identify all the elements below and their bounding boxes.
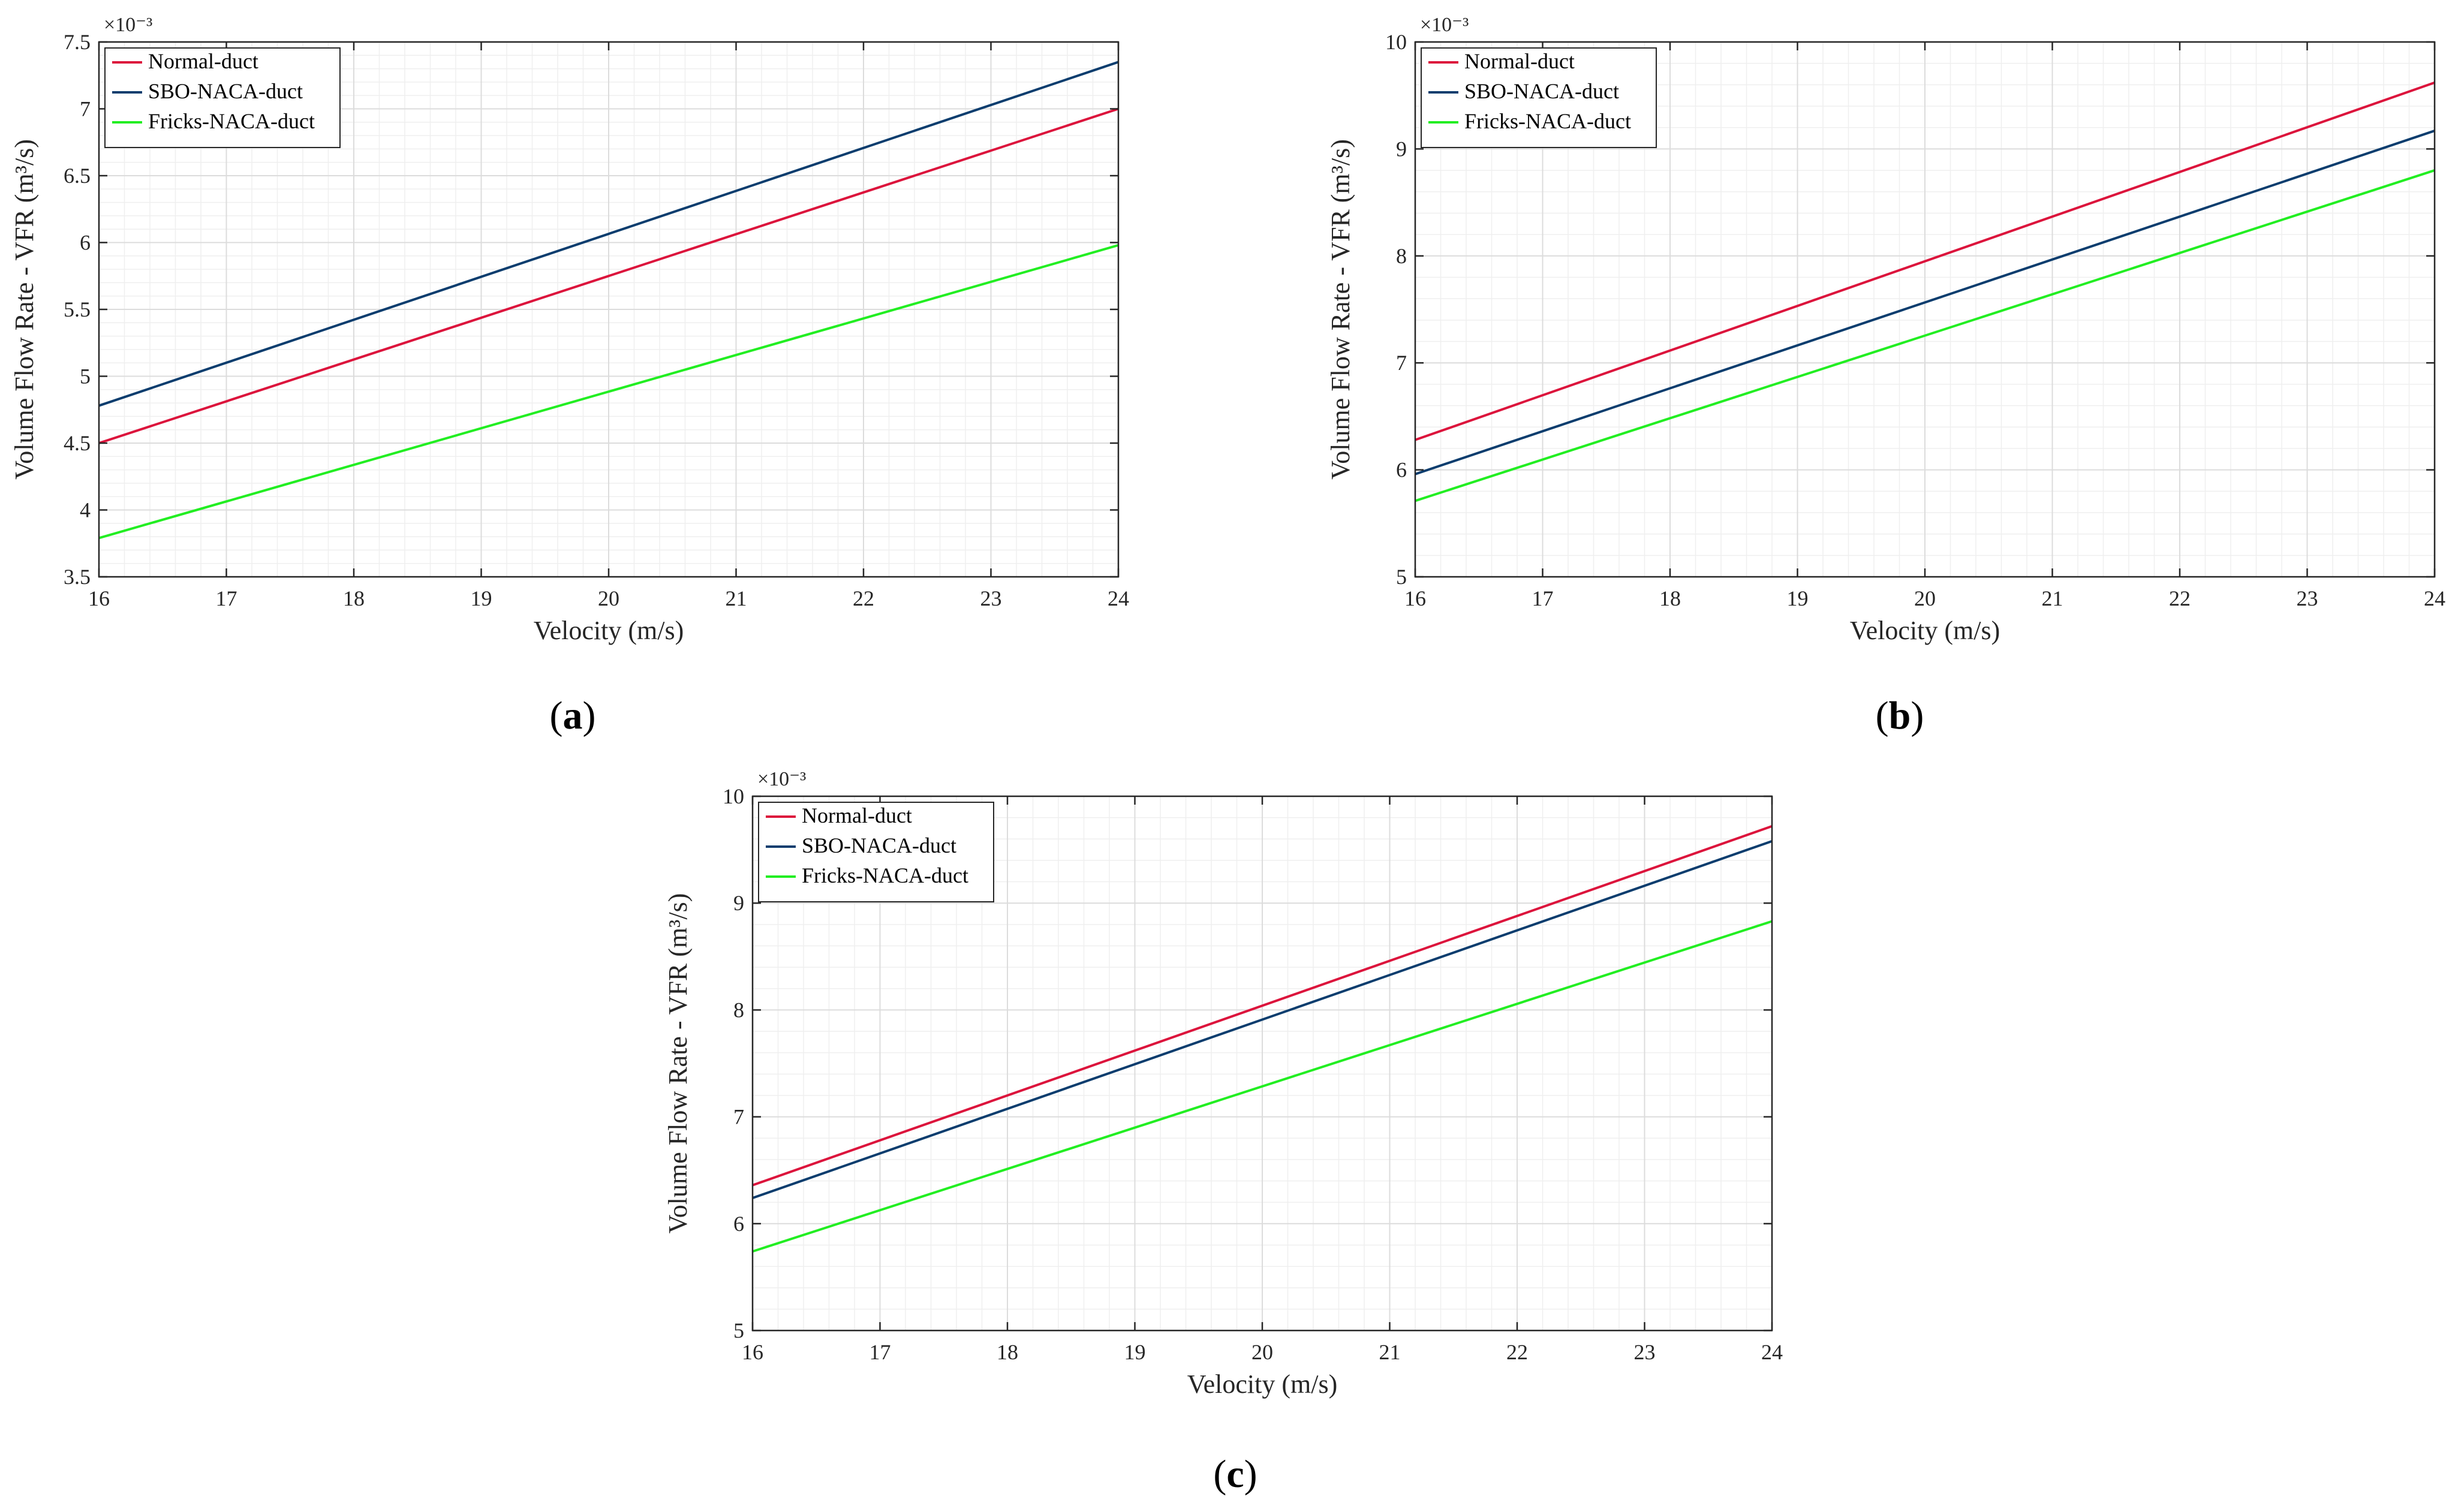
series-line-sbo-naca-duct — [1415, 130, 2435, 475]
y-tick-label: 6 — [733, 1212, 744, 1236]
x-tick-label: 20 — [1251, 1340, 1273, 1364]
x-tick-label: 22 — [853, 586, 874, 610]
y-tick-label: 3.5 — [64, 565, 91, 589]
legend-entry: Normal-duct — [1464, 49, 1575, 73]
x-tick-label: 16 — [88, 586, 110, 610]
x-tick-label: 21 — [1379, 1340, 1401, 1364]
x-tick-label: 16 — [1404, 586, 1426, 610]
y-tick-label: 4.5 — [64, 431, 91, 455]
y-tick-label: 5 — [1396, 565, 1407, 589]
y-tick-label: 4 — [80, 498, 91, 522]
x-tick-label: 22 — [1506, 1340, 1528, 1364]
legend-box — [758, 802, 994, 902]
series-line-fricks-naca-duct — [1415, 169, 2435, 502]
y-axis-label: Volume Flow Rate - VFR (m³/s) — [10, 139, 39, 480]
series-line-fricks-naca-duct — [98, 244, 1119, 540]
x-axis-label: Velocity (m/s) — [534, 616, 684, 645]
x-tick-label: 23 — [980, 586, 1002, 610]
x-tick-label: 19 — [1787, 586, 1809, 610]
x-tick-label: 21 — [2042, 586, 2063, 610]
y-multiplier: ×10⁻³ — [1420, 14, 1469, 36]
y-tick-label: 9 — [1396, 137, 1407, 161]
legend-entry: SBO-NACA-duct — [148, 79, 303, 103]
y-multiplier: ×10⁻³ — [104, 14, 152, 36]
y-axis-label: Volume Flow Rate - VFR (m³/s) — [663, 893, 693, 1234]
legend-entry: Normal-duct — [802, 803, 912, 827]
y-tick-label: 7 — [733, 1105, 744, 1129]
x-tick-label: 20 — [1914, 586, 1936, 610]
panel-b: 16 17 18 19 20 21 22 23 24 5 6 7 8 9 10 ×10⁻³ Velocity (… — [1326, 14, 2445, 738]
x-tick-label: 19 — [1124, 1340, 1146, 1364]
legend-box — [104, 47, 341, 148]
y-tick-label: 5 — [733, 1319, 744, 1343]
y-tick-label: 7 — [1396, 351, 1407, 375]
x-tick-label: 16 — [742, 1340, 763, 1364]
y-tick-label: 8 — [1396, 244, 1407, 268]
legend-entry: Fricks-NACA-duct — [802, 863, 968, 887]
y-tick-label: 8 — [733, 998, 744, 1022]
panel-caption: (c) — [1213, 1452, 1257, 1496]
y-tick-label: 5.5 — [64, 297, 91, 321]
y-tick-label: 10 — [1385, 30, 1407, 54]
x-tick-label: 17 — [216, 586, 237, 610]
panel-caption: (b) — [1876, 694, 1924, 738]
x-axis-label: Velocity (m/s) — [1187, 1369, 1338, 1399]
y-axis-label: Volume Flow Rate - VFR (m³/s) — [1326, 139, 1355, 480]
x-tick-label: 24 — [2424, 586, 2445, 610]
series-line-normal-duct — [1415, 81, 2435, 441]
legend-entry: Normal-duct — [148, 49, 258, 73]
x-tick-label: 17 — [870, 1340, 891, 1364]
legend-entry: SBO-NACA-duct — [802, 833, 956, 857]
x-tick-label: 21 — [726, 586, 747, 610]
y-tick-label: 6 — [80, 231, 91, 255]
y-tick-label: 6.5 — [64, 164, 91, 188]
legend-entry: SBO-NACA-duct — [1464, 79, 1619, 103]
y-tick-label: 6 — [1396, 458, 1407, 482]
panel-a: 16 17 18 19 20 21 22 23 24 3.5 4 4.5 5 5.5 6 6.5 7 7.5 ×10… — [10, 14, 1129, 738]
x-tick-label: 23 — [1634, 1340, 1656, 1364]
x-tick-label: 19 — [471, 586, 492, 610]
x-tick-label: 24 — [1108, 586, 1129, 610]
legend-entry: Fricks-NACA-duct — [1464, 109, 1631, 133]
series-line-normal-duct — [752, 825, 1773, 1187]
series-line-fricks-naca-duct — [752, 920, 1773, 1253]
x-axis-label: Velocity (m/s) — [1850, 616, 2000, 645]
x-tick-label: 17 — [1532, 586, 1554, 610]
x-tick-label: 18 — [997, 1340, 1018, 1364]
x-tick-label: 18 — [343, 586, 365, 610]
panel-caption: (a) — [550, 694, 596, 738]
y-tick-label: 9 — [733, 891, 744, 915]
x-tick-label: 20 — [598, 586, 619, 610]
legend-entry: Fricks-NACA-duct — [148, 109, 315, 133]
panel-c: 16 17 18 19 20 21 22 23 24 5 6 7 8 9 10 ×10⁻³ Velocity (… — [663, 768, 1783, 1496]
x-tick-label: 24 — [1761, 1340, 1783, 1364]
x-tick-label: 22 — [2169, 586, 2191, 610]
series-line-normal-duct — [98, 107, 1119, 444]
y-tick-label: 5 — [80, 365, 91, 389]
legend-box — [1421, 47, 1657, 148]
x-tick-label: 18 — [1659, 586, 1681, 610]
series-line-sbo-naca-duct — [752, 839, 1773, 1199]
series-line-sbo-naca-duct — [98, 61, 1119, 407]
y-tick-label: 7 — [80, 97, 91, 121]
x-tick-label: 23 — [2297, 586, 2318, 610]
y-tick-label: 7.5 — [64, 30, 91, 54]
y-tick-label: 10 — [723, 784, 744, 808]
y-multiplier: ×10⁻³ — [757, 768, 806, 790]
